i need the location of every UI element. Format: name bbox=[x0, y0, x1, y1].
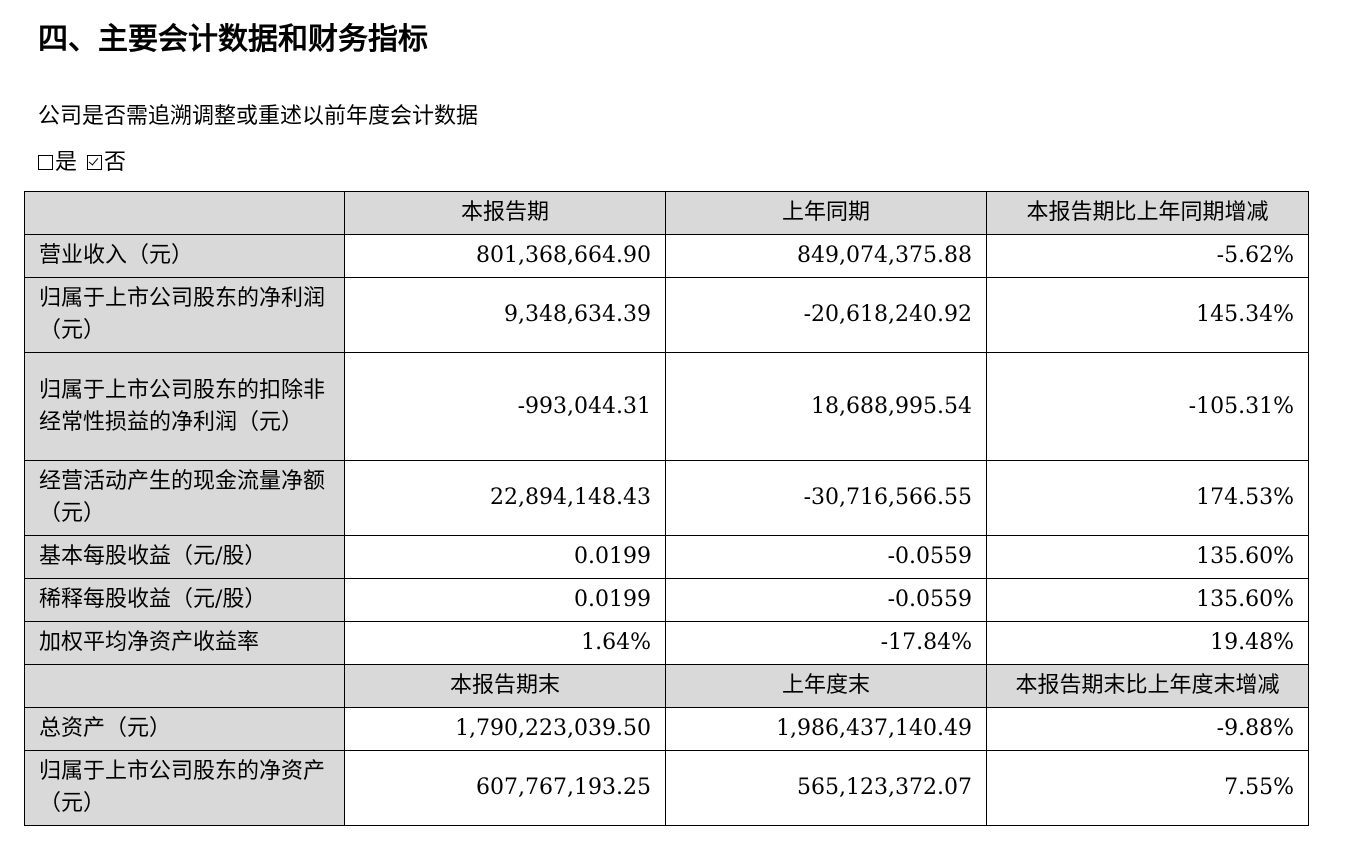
current-value: 1.64% bbox=[344, 621, 666, 665]
row-label: 加权平均净资产收益率 bbox=[24, 621, 345, 665]
prior-value: 18,688,995.54 bbox=[665, 352, 987, 461]
header-prior-year-end: 上年度末 bbox=[665, 664, 987, 708]
change-value: 135.60% bbox=[986, 535, 1309, 579]
table-row: 营业收入（元） 801,368,664.90 849,074,375.88 -5… bbox=[24, 234, 1309, 278]
current-value: 1,790,223,039.50 bbox=[344, 707, 666, 751]
current-value: 607,767,193.25 bbox=[344, 750, 666, 826]
prior-value: 565,123,372.07 bbox=[665, 750, 987, 826]
row-label: 稀释每股收益（元/股） bbox=[24, 578, 345, 622]
current-value: -993,044.31 bbox=[344, 352, 666, 461]
header-balance-change: 本报告期末比上年度末增减 bbox=[986, 664, 1309, 708]
prior-value: -0.0559 bbox=[665, 535, 987, 579]
prior-value: 849,074,375.88 bbox=[665, 234, 987, 278]
table-row: 归属于上市公司股东的扣除非经常性损益的净利润（元） -993,044.31 18… bbox=[24, 352, 1309, 461]
change-value: 19.48% bbox=[986, 621, 1309, 665]
current-value: 0.0199 bbox=[344, 578, 666, 622]
change-value: 145.34% bbox=[986, 277, 1309, 353]
header-current-period: 本报告期 bbox=[344, 191, 666, 235]
header-corner-cell bbox=[24, 664, 345, 708]
financial-indicators-table: 本报告期 上年同期 本报告期比上年同期增减 营业收入（元） 801,368,66… bbox=[24, 191, 1309, 826]
header-period-change: 本报告期比上年同期增减 bbox=[986, 191, 1309, 235]
table-row: 总资产（元） 1,790,223,039.50 1,986,437,140.49… bbox=[24, 707, 1309, 751]
change-value: -105.31% bbox=[986, 352, 1309, 461]
row-label: 归属于上市公司股东的净利润（元） bbox=[24, 277, 345, 353]
restatement-answer: 是否 bbox=[38, 147, 126, 179]
header-prior-period: 上年同期 bbox=[665, 191, 987, 235]
row-label: 经营活动产生的现金流量净额（元） bbox=[24, 460, 345, 536]
header-period-end: 本报告期末 bbox=[344, 664, 666, 708]
row-label: 归属于上市公司股东的净资产（元） bbox=[24, 750, 345, 826]
table-row: 基本每股收益（元/股） 0.0199 -0.0559 135.60% bbox=[24, 535, 1309, 579]
prior-value: 1,986,437,140.49 bbox=[665, 707, 987, 751]
section-title: 四、主要会计数据和财务指标 bbox=[38, 22, 428, 57]
current-value: 0.0199 bbox=[344, 535, 666, 579]
prior-value: -20,618,240.92 bbox=[665, 277, 987, 353]
yes-label: 是 bbox=[55, 150, 78, 175]
prior-value: -30,716,566.55 bbox=[665, 460, 987, 536]
prior-value: -0.0559 bbox=[665, 578, 987, 622]
current-value: 9,348,634.39 bbox=[344, 277, 666, 353]
table-row: 加权平均净资产收益率 1.64% -17.84% 19.48% bbox=[24, 621, 1309, 665]
table-row: 归属于上市公司股东的净资产（元） 607,767,193.25 565,123,… bbox=[24, 750, 1309, 826]
table-row: 归属于上市公司股东的净利润（元） 9,348,634.39 -20,618,24… bbox=[24, 277, 1309, 353]
no-checkbox[interactable] bbox=[87, 155, 103, 170]
table-row: 经营活动产生的现金流量净额（元） 22,894,148.43 -30,716,5… bbox=[24, 460, 1309, 536]
yes-checkbox[interactable] bbox=[38, 155, 53, 170]
table-row: 稀释每股收益（元/股） 0.0199 -0.0559 135.60% bbox=[24, 578, 1309, 622]
current-value: 22,894,148.43 bbox=[344, 460, 666, 536]
restatement-question: 公司是否需追溯调整或重述以前年度会计数据 bbox=[38, 104, 479, 129]
change-value: 174.53% bbox=[986, 460, 1309, 536]
prior-value: -17.84% bbox=[665, 621, 987, 665]
period-header-row: 本报告期 上年同期 本报告期比上年同期增减 bbox=[24, 191, 1309, 235]
row-label: 归属于上市公司股东的扣除非经常性损益的净利润（元） bbox=[24, 352, 345, 461]
row-label: 营业收入（元） bbox=[24, 234, 345, 278]
row-label: 总资产（元） bbox=[24, 707, 345, 751]
current-value: 801,368,664.90 bbox=[344, 234, 666, 278]
header-corner-cell bbox=[24, 191, 345, 235]
row-label: 基本每股收益（元/股） bbox=[24, 535, 345, 579]
no-label: 否 bbox=[104, 150, 127, 175]
balance-header-row: 本报告期末 上年度末 本报告期末比上年度末增减 bbox=[24, 664, 1309, 708]
change-value: 135.60% bbox=[986, 578, 1309, 622]
change-value: -9.88% bbox=[986, 707, 1309, 751]
change-value: -5.62% bbox=[986, 234, 1309, 278]
change-value: 7.55% bbox=[986, 750, 1309, 826]
